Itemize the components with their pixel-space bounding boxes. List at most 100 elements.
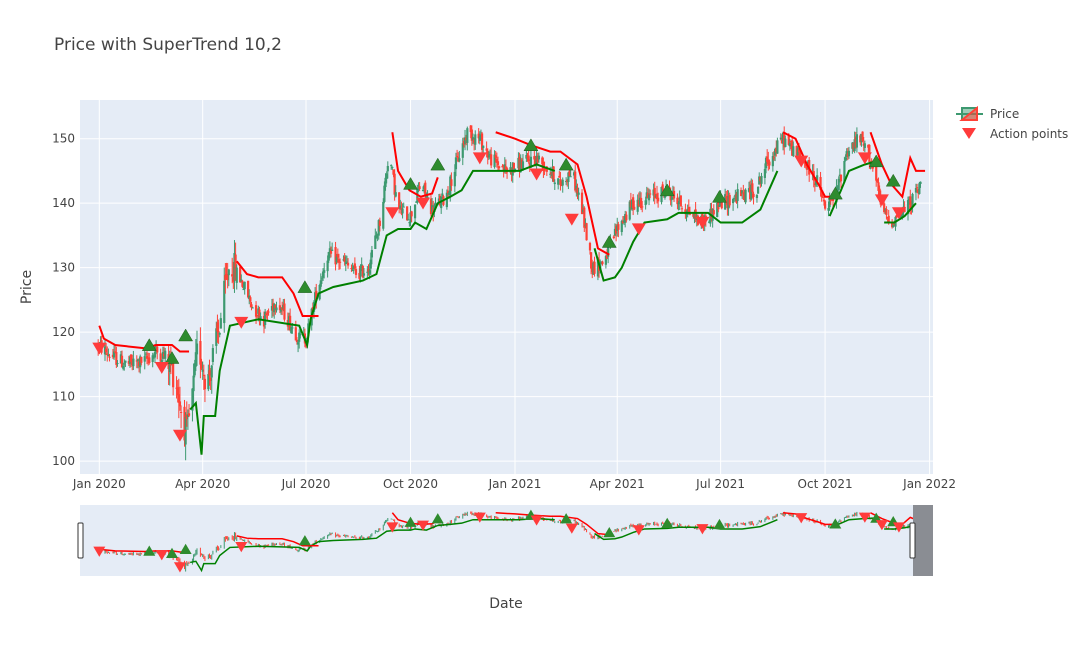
candle-body [256, 314, 259, 317]
candle-body [258, 309, 261, 321]
candle-body [415, 201, 418, 203]
candle-body [241, 280, 244, 287]
candle-body [108, 356, 111, 358]
rangeslider-left-handle[interactable] [77, 522, 84, 559]
candle-body [558, 175, 561, 178]
candle-body [201, 369, 204, 372]
candle-body [806, 161, 810, 168]
candle-body [855, 134, 859, 148]
slider-sell-marker [93, 546, 106, 557]
candle-body [710, 209, 713, 219]
candle-body [646, 193, 650, 199]
candle-body [114, 351, 117, 353]
slider-sell-marker [155, 550, 168, 561]
candle-body [199, 341, 202, 365]
candle-body [621, 221, 625, 223]
candle-body [521, 161, 525, 169]
candle-body [863, 143, 866, 148]
candle-body [294, 327, 297, 341]
candle-body [693, 211, 696, 219]
candle-body [742, 192, 745, 194]
candle-body [383, 185, 386, 202]
candle-body [755, 195, 759, 199]
y-tick-label: 100 [52, 454, 75, 468]
candle-body [684, 209, 687, 215]
downtrend-line [782, 131, 836, 198]
buy-marker [164, 351, 180, 364]
uptrend-line [593, 170, 779, 282]
candle-body [708, 221, 711, 224]
candle-body [495, 158, 498, 163]
candle-body [336, 253, 339, 258]
candle-body [296, 342, 300, 345]
candle-body [179, 411, 183, 413]
buy-marker [868, 154, 884, 168]
candle-body [906, 200, 910, 215]
candle-body [223, 280, 226, 324]
legend-item-price[interactable]: Price [956, 105, 1019, 121]
candle-body [466, 128, 469, 143]
candle-body [550, 171, 553, 175]
candle-body [377, 220, 380, 236]
candle-body [407, 219, 410, 221]
candle-body [628, 201, 631, 220]
candle-body [400, 208, 403, 214]
rangeslider-right-handle[interactable] [909, 522, 916, 559]
candle-body [837, 178, 840, 191]
candle-body [612, 236, 615, 239]
y-axis-title: Price [19, 270, 35, 304]
candle-body [549, 173, 552, 175]
candle-body [106, 353, 109, 355]
candle-body [509, 167, 512, 173]
rangeslider-background[interactable] [80, 505, 933, 576]
candle-body [891, 223, 894, 228]
candle-body [504, 166, 508, 170]
candle-body [525, 155, 528, 159]
candle-body [822, 199, 826, 202]
candle-body [816, 175, 819, 181]
candle-body [446, 191, 450, 193]
buy-marker [601, 235, 617, 248]
candle-body [767, 159, 770, 165]
plot-area[interactable] [80, 100, 933, 474]
buy-marker [403, 177, 418, 190]
candle-body [273, 303, 276, 313]
candle-body [148, 357, 151, 364]
candle-body [756, 186, 760, 194]
candle-body [846, 153, 849, 157]
candle-body [670, 197, 673, 200]
candle-body [680, 208, 684, 210]
candle-body [247, 280, 250, 298]
y-tick-label: 110 [52, 390, 75, 404]
legend-item-action-points[interactable]: Action points [962, 127, 1068, 141]
candle-body [216, 322, 219, 332]
candle-body [130, 354, 133, 362]
candle-body [645, 192, 648, 199]
candle-body [641, 206, 644, 208]
candle-body [875, 166, 878, 181]
candle-body [289, 315, 292, 331]
slider-downtrend-line [783, 512, 836, 526]
candle-body [224, 274, 227, 280]
candle-body [592, 262, 595, 275]
candle-body [345, 261, 349, 264]
candle-body [633, 206, 636, 210]
candle-body [369, 259, 372, 269]
candle-body [362, 273, 366, 276]
candle-body [321, 271, 325, 278]
candle-body [687, 206, 690, 214]
candle-body [884, 209, 887, 211]
buy-marker [141, 338, 157, 351]
candle-body [207, 374, 210, 390]
slider-sell-marker [473, 512, 486, 523]
candle-body [151, 355, 154, 362]
candle-body [527, 155, 530, 161]
candle-body [290, 326, 293, 334]
candle-body [895, 215, 898, 218]
slider-sell-marker [530, 515, 543, 526]
candle-body [177, 394, 180, 403]
candle-body [537, 155, 540, 160]
slider-buy-marker [713, 518, 726, 530]
candle-body [751, 183, 754, 192]
candle-body [728, 194, 731, 206]
